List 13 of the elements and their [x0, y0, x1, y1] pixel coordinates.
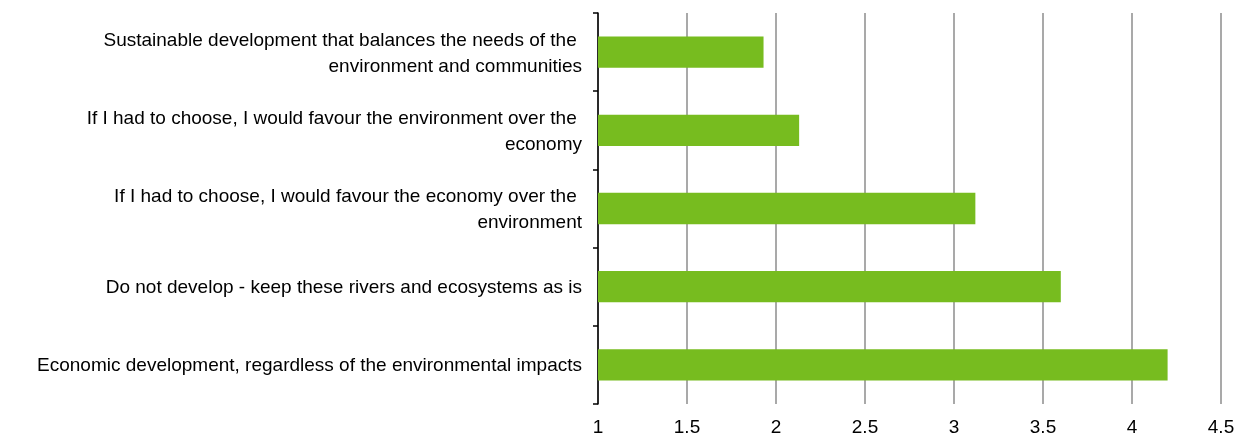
x-tick-label: 2.5 [851, 416, 879, 437]
x-tick-label: 2 [770, 416, 782, 437]
x-tick-label: 4.5 [1207, 416, 1235, 437]
x-tick-label: 1 [592, 416, 604, 437]
y-tick-label: Economic development, regardless of the environmental impacts [37, 354, 582, 376]
y-tick-label: Do not develop - keep these rivers and ecosystems as is [105, 276, 582, 298]
y-tick-label: Sustainable development that balances the needs of the environment and communities [103, 28, 582, 76]
x-tick-label: 1.5 [673, 416, 701, 437]
x-tick-label: 3.5 [1029, 416, 1057, 437]
y-tick-label: If I had to choose, I would favour the economy over the environment [114, 185, 583, 232]
y-tick-label: If I had to choose, I would favour the environment over the economy [86, 106, 583, 154]
x-tick-label: 3 [948, 416, 960, 437]
x-tick-label: 4 [1126, 416, 1138, 437]
